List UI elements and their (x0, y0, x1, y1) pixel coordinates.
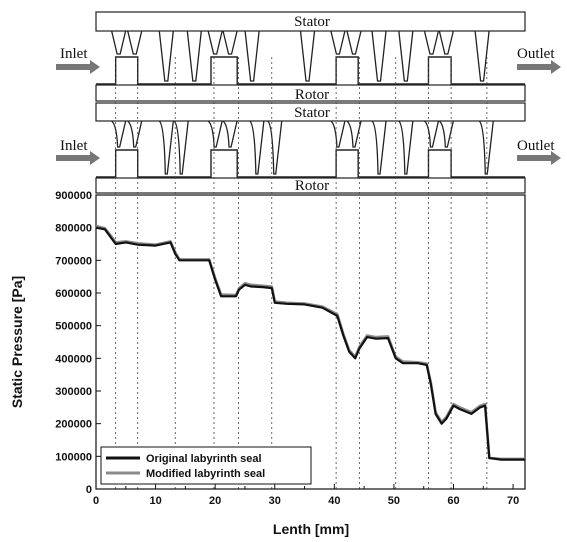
x-tick-label: 0 (93, 495, 99, 507)
outlet-label-top: Outlet (517, 46, 555, 62)
seal-tooth (423, 30, 440, 55)
rotor-label-top: Rotor (295, 87, 329, 103)
rotor-step-profile (96, 149, 525, 178)
x-tick-label: 60 (447, 495, 459, 507)
y-tick-label: 300000 (55, 386, 92, 398)
legend: Original labyrinth seal Modified labyrin… (100, 446, 312, 485)
rotor-step-profile (96, 56, 525, 85)
inlet-label-bottom: Inlet (60, 138, 88, 154)
x-tick-label: 40 (328, 495, 340, 507)
seal-tooth (438, 30, 454, 55)
seal-tooth (398, 120, 414, 175)
y-axis-ticks: 0 100000 200000 300000 400000 500000 600000 700… (55, 190, 101, 496)
seal-tooth (299, 30, 316, 82)
x-axis-title: Lenth [mm] (273, 521, 349, 537)
seal-tooth (474, 30, 490, 82)
schematic-modified: Stator Rotor Inlet Outlet (56, 102, 561, 194)
outlet-arrow-top (517, 60, 561, 74)
y-tick-label: 400000 (55, 353, 92, 365)
seal-tooth (330, 30, 346, 55)
seal-tooth (111, 120, 127, 148)
seal-tooth (371, 120, 387, 175)
outlet-arrow-bottom (517, 151, 561, 165)
seal-tooth (478, 120, 494, 175)
y-tick-label: 0 (86, 484, 92, 496)
inlet-arrow-bottom (56, 151, 100, 165)
seal-tooth (222, 120, 238, 148)
seal-tooth (207, 120, 223, 148)
series-lines (95, 224, 525, 461)
y-tick-label: 800000 (55, 223, 92, 235)
stator-bottom-bar (95, 102, 526, 122)
y-axis-title: Static Pressure [Pa] (9, 276, 25, 408)
x-tick-label: 50 (388, 495, 400, 507)
seal-tooth (346, 30, 362, 55)
x-tick-label: 20 (209, 495, 221, 507)
seal-tooth (173, 120, 189, 175)
x-tick-label: 10 (149, 495, 161, 507)
seal-tooth (207, 30, 223, 55)
seal-tooth (158, 120, 174, 175)
series-line-original (95, 226, 525, 461)
outlet-label-bottom: Outlet (517, 138, 555, 154)
y-tick-label: 700000 (55, 255, 92, 267)
rotor-bottom-bar (95, 177, 526, 194)
seal-tooth (267, 120, 283, 175)
y-tick-label: 500000 (55, 321, 92, 333)
x-tick-label: 70 (507, 495, 519, 507)
x-tick-label: 30 (269, 495, 281, 507)
seal-teeth-original (96, 30, 525, 85)
seal-tooth (371, 30, 387, 82)
series-line-modified (95, 224, 525, 461)
seal-tooth (249, 120, 265, 175)
legend-label-modified: Modified labyrinth seal (146, 468, 265, 480)
stator-label-top: Stator (294, 14, 330, 30)
pressure-chart: 0100000200000300000400000500000600000700… (9, 190, 526, 537)
seal-tooth (346, 120, 362, 148)
seal-tooth (244, 30, 260, 82)
x-axis-ticks: 0 10 20 30 40 50 60 70 (93, 484, 519, 507)
seal-tooth (158, 30, 174, 82)
y-tick-label: 100000 (55, 451, 92, 463)
seal-teeth-modified (96, 120, 525, 178)
schematic-original: Stator Rotor Inlet Outlet (56, 11, 561, 103)
y-tick-label: 200000 (55, 419, 92, 431)
seal-tooth (423, 120, 440, 148)
seal-tooth (222, 30, 238, 55)
seal-tooth (438, 120, 454, 148)
seal-tooth (186, 30, 202, 82)
inlet-arrow-top (56, 60, 100, 74)
dotted-guide-lines (115, 57, 488, 489)
legend-box (100, 446, 312, 485)
seal-tooth (111, 30, 127, 55)
seal-tooth (127, 120, 143, 148)
plot-frame (95, 194, 526, 490)
seal-tooth (330, 120, 346, 148)
legend-label-original: Original labyrinth seal (146, 453, 262, 465)
rotor-label-bottom: Rotor (295, 178, 329, 194)
stator-top-bar (95, 11, 526, 32)
rotor-top-bar (95, 84, 526, 102)
seal-tooth (127, 30, 143, 55)
stator-label-bottom: Stator (294, 105, 330, 121)
y-tick-label: 900000 (55, 190, 92, 202)
seal-tooth (398, 30, 414, 82)
inlet-label-top: Inlet (60, 46, 88, 62)
y-tick-label: 600000 (55, 288, 92, 300)
